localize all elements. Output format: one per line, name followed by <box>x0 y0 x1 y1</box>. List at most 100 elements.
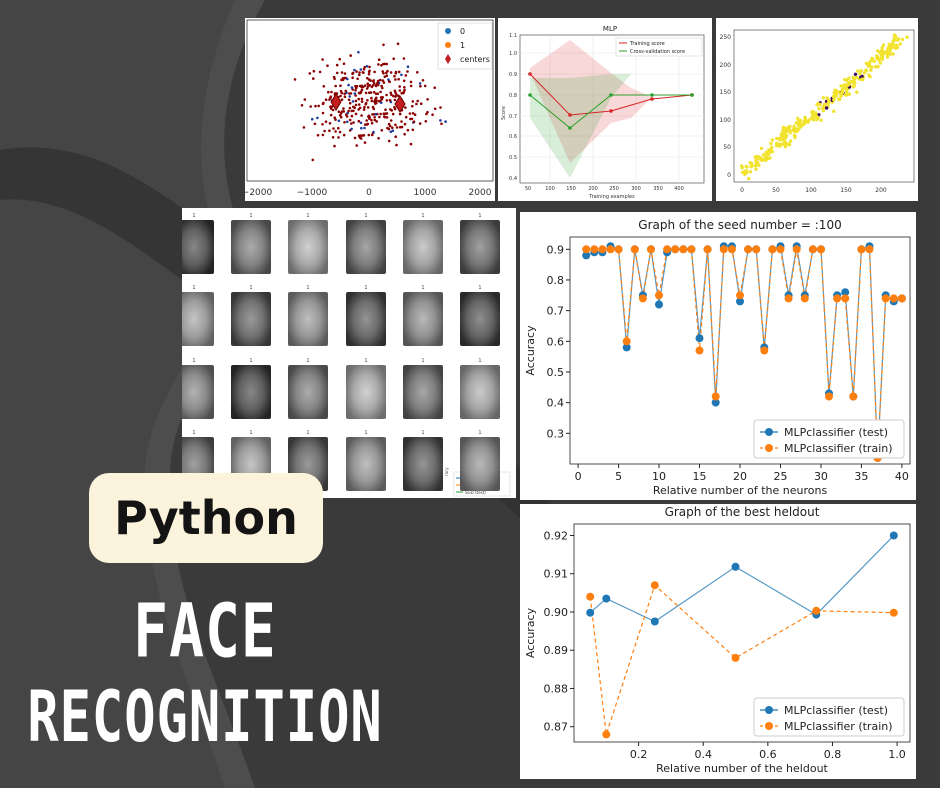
faces-ylabel: racy <box>444 467 449 476</box>
svg-text:0: 0 <box>727 172 731 179</box>
face-image <box>288 365 328 419</box>
face-image <box>182 220 214 274</box>
data-point <box>582 245 591 254</box>
face-label: 1 <box>192 285 195 291</box>
data-point <box>857 245 866 254</box>
face-label: 1 <box>192 430 195 436</box>
svg-text:0.4: 0.4 <box>509 176 517 182</box>
y-tick-label: 0.87 <box>544 721 569 734</box>
data-point <box>744 245 753 254</box>
title-line-1: FACE <box>133 587 277 675</box>
data-point <box>776 245 785 254</box>
series-line <box>586 248 902 458</box>
face-label: 1 <box>249 285 252 291</box>
data-point <box>602 594 611 603</box>
data-point <box>602 730 611 739</box>
svg-text:100: 100 <box>545 186 555 192</box>
x-tick-label: 30 <box>814 470 828 483</box>
legend-label: MLPclassifier (train) <box>784 442 893 455</box>
chart-title: Graph of the seed number = :100 <box>638 218 841 232</box>
svg-text:150: 150 <box>720 89 732 96</box>
data-point <box>817 245 825 254</box>
data-point <box>752 245 761 254</box>
x-axis-ticks: 50 100 150 200 250 300 350 400 <box>525 186 684 192</box>
chart-legend: MLPclassifier (test) MLPclassifier (train… <box>753 697 905 737</box>
y-tick-label: 0.7 <box>547 305 565 318</box>
face-image <box>346 292 386 346</box>
svg-text:400: 400 <box>674 186 684 192</box>
data-point <box>889 531 898 540</box>
chart-title: Graph of the best heldout <box>665 505 820 519</box>
x-tick-label: 0 <box>575 470 582 483</box>
svg-text:100: 100 <box>720 117 732 124</box>
x-tick-label: 1.0 <box>888 748 906 761</box>
y-tick-label: 0.92 <box>544 529 569 542</box>
legend-label: MLPclassifier (test) <box>784 426 888 439</box>
data-point <box>800 294 809 303</box>
svg-text:50: 50 <box>772 187 780 194</box>
cluster-scatter-plot: 0 1 centers −2000 −1000 0 1000 2000 <box>245 19 494 198</box>
svg-text:0.8: 0.8 <box>509 93 517 99</box>
y-axis-label: Score <box>501 106 507 120</box>
face-label: 1 <box>249 213 252 219</box>
data-point <box>736 297 744 306</box>
x-tick: 1000 <box>414 188 437 198</box>
mlp-learning-curve: MLP Training score Cross-validation scor… <box>501 25 705 200</box>
data-point <box>703 245 712 254</box>
face-image <box>288 220 328 274</box>
svg-text:1.1: 1.1 <box>509 33 517 39</box>
y-tick-label: 0.5 <box>547 366 565 379</box>
cluster-scatter-panel: 0 1 centers −2000 −1000 0 1000 2000 <box>245 18 495 201</box>
data-point <box>687 245 696 254</box>
face-image <box>182 292 214 346</box>
title-line-2: RECOGNITION <box>27 677 383 759</box>
svg-text:0.6: 0.6 <box>509 134 517 140</box>
python-tag: Python <box>89 473 323 563</box>
face-image <box>346 220 386 274</box>
svg-text:150: 150 <box>566 186 576 192</box>
x-tick: 2000 <box>469 188 492 198</box>
legend-label: MLPclassifier (test) <box>784 704 888 717</box>
y-tick-label: 0.3 <box>547 427 565 440</box>
data-point <box>841 288 850 297</box>
data-point <box>630 245 639 254</box>
svg-text:1.0: 1.0 <box>509 51 517 57</box>
face-label: 1 <box>306 213 309 219</box>
svg-text:350: 350 <box>653 186 663 192</box>
data-point <box>784 294 793 303</box>
svg-text:0.5: 0.5 <box>509 155 517 161</box>
data-point <box>833 294 842 303</box>
heldout-chart: Graph of the best heldout 0.87 0.88 0.89 0.9… <box>524 505 911 775</box>
legend-label: 0 <box>460 27 465 36</box>
chart-title: MLP <box>603 25 617 33</box>
face-label: 1 <box>192 213 195 219</box>
center-marker <box>394 95 406 113</box>
face-image <box>231 365 271 419</box>
scatter-legend: 0 1 centers <box>437 22 493 70</box>
x-tick-label: 0.6 <box>759 748 777 761</box>
data-point <box>841 294 850 303</box>
x-tick-label: 15 <box>693 470 707 483</box>
y-tick-label: 0.4 <box>547 397 565 410</box>
legend-label: centers <box>460 55 490 64</box>
data-point <box>768 245 777 254</box>
data-point <box>606 245 615 254</box>
face-image <box>460 437 500 491</box>
face-image <box>460 220 500 274</box>
data-point <box>719 245 728 254</box>
x-axis-label: Relative number of the heldout <box>656 762 828 775</box>
x-tick: −2000 <box>245 188 272 198</box>
legend-label: 1 <box>460 41 465 50</box>
python-tag-label: Python <box>114 491 298 545</box>
face-label: 1 <box>421 430 424 436</box>
data-point <box>849 392 858 401</box>
x-tick-label: 10 <box>652 470 666 483</box>
svg-text:200: 200 <box>588 186 598 192</box>
data-point <box>598 245 607 254</box>
seed-number-chart: Graph of the seed number = :100 0.3 0.4 0.5… <box>524 218 911 497</box>
regression-scatter: 0 50 100 150 200 250 0 50 100 150 200 <box>720 29 915 194</box>
face-label: 1 <box>306 430 309 436</box>
face-label: 1 <box>192 358 195 364</box>
svg-text:0: 0 <box>740 187 744 194</box>
legend-label: Training score <box>629 41 665 47</box>
